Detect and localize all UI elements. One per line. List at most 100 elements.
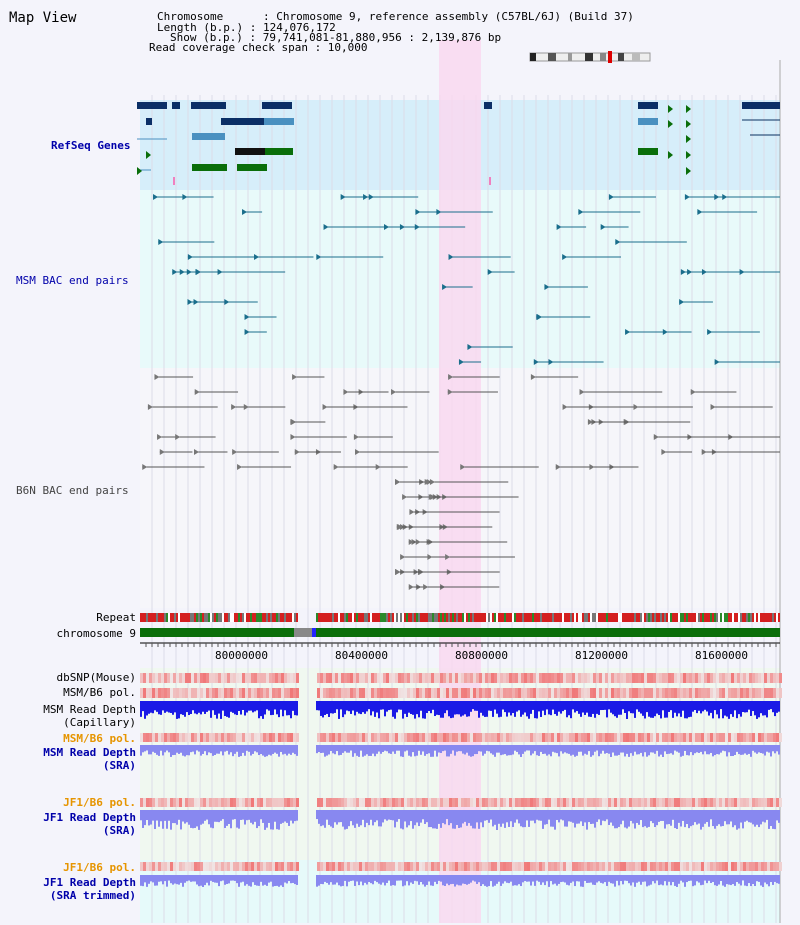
- polymorphism-cell: [266, 733, 269, 742]
- b6n-bac-label[interactable]: B6N BAC end pairs: [16, 484, 129, 497]
- msm-bac-end: [363, 194, 369, 200]
- polymorphism-cell: [230, 798, 233, 807]
- polymorphism-cell: [443, 733, 446, 742]
- depth-bar: [422, 701, 424, 719]
- polymorphism-cell: [146, 733, 149, 742]
- depth-bar: [714, 810, 716, 829]
- b6n-bac-end: [579, 389, 585, 395]
- polymorphism-cell: [242, 688, 245, 698]
- polymorphism-cell: [545, 798, 548, 807]
- depth-bar: [276, 745, 278, 754]
- polymorphism-cell: [752, 733, 755, 742]
- depth-bar: [644, 701, 646, 719]
- repeat-feature: [546, 613, 548, 622]
- polymorphism-cell: [767, 862, 770, 871]
- polymorphism-cell: [176, 862, 179, 871]
- polymorphism-cell: [158, 798, 161, 807]
- depth-bar: [774, 810, 776, 830]
- b6n-bac-end: [232, 449, 238, 455]
- repeat-feature: [686, 613, 688, 622]
- depth-bar: [462, 701, 464, 716]
- polymorphism-cell: [725, 673, 728, 683]
- depth-bar: [198, 745, 200, 752]
- repeat-feature: [722, 613, 724, 622]
- polymorphism-cell: [668, 673, 671, 683]
- polymorphism-cell: [560, 798, 563, 807]
- polymorphism-cell: [146, 862, 149, 871]
- depth-bar: [332, 875, 334, 885]
- polymorphism-cell: [722, 688, 725, 698]
- polymorphism-cell: [518, 862, 521, 871]
- depth-bar: [480, 875, 482, 887]
- depth-bar: [160, 875, 162, 882]
- depth-bar: [478, 810, 480, 829]
- depth-bar: [538, 745, 540, 756]
- depth-bar: [202, 810, 204, 824]
- polymorphism-cell: [464, 862, 467, 871]
- polymorphism-cell: [728, 733, 731, 742]
- polymorphism-cell: [479, 798, 482, 807]
- depth-bar: [604, 745, 606, 754]
- depth-bar: [250, 810, 252, 823]
- polymorphism-cell: [563, 673, 566, 683]
- depth-bar: [392, 810, 394, 821]
- polymorphism-cell: [725, 688, 728, 698]
- depth-bar: [710, 810, 712, 820]
- depth-bar: [364, 810, 366, 828]
- depth-bar: [172, 745, 174, 756]
- depth-bar: [142, 810, 144, 828]
- b6n-bac-end: [397, 524, 403, 530]
- polymorphism-cell: [215, 798, 218, 807]
- polymorphism-cell: [227, 798, 230, 807]
- polymorphism-cell: [179, 688, 182, 698]
- depth-bar: [226, 810, 228, 826]
- depth-bar: [216, 875, 218, 883]
- polymorphism-cell: [419, 733, 422, 742]
- polymorphism-cell: [431, 862, 434, 871]
- b6n-bac-end: [395, 479, 401, 485]
- depth-bar: [764, 701, 766, 716]
- msm-bac-end: [193, 299, 199, 305]
- depth-bar: [244, 875, 246, 886]
- polymorphism-cell: [380, 798, 383, 807]
- repeat-feature: [170, 613, 172, 622]
- depth-bar: [364, 875, 366, 883]
- repeat-feature: [206, 613, 208, 622]
- depth-bar: [626, 701, 628, 719]
- polymorphism-cell: [581, 862, 584, 871]
- polymorphism-cell: [611, 733, 614, 742]
- polymorphism-cell: [539, 673, 542, 683]
- depth-bar: [292, 875, 294, 883]
- depth-bar: [670, 875, 672, 886]
- polymorphism-cell: [506, 798, 509, 807]
- depth-bar: [612, 875, 614, 884]
- msm-bac-end: [625, 329, 631, 335]
- polymorphism-cell: [527, 733, 530, 742]
- polymorphism-cell: [527, 688, 530, 698]
- polymorphism-cell: [269, 862, 272, 871]
- repeat-feature: [382, 613, 384, 622]
- polymorphism-cell: [692, 798, 695, 807]
- polymorphism-cell: [182, 688, 185, 698]
- depth-bar: [754, 810, 756, 827]
- polymorphism-cell: [593, 862, 596, 871]
- refseq-arrow: [686, 167, 691, 175]
- depth-bar: [624, 875, 626, 881]
- repeat-feature: [264, 613, 266, 622]
- repeat-feature: [534, 613, 536, 622]
- polymorphism-cell: [386, 673, 389, 683]
- depth-bar: [552, 875, 554, 885]
- polymorphism-cell: [776, 688, 779, 698]
- depth-bar: [410, 810, 412, 822]
- depth-bar: [282, 810, 284, 823]
- repeat-feature: [510, 613, 512, 622]
- msm-bac-label[interactable]: MSM BAC end pairs: [16, 274, 129, 287]
- depth-bar: [564, 810, 566, 827]
- depth-bar: [674, 745, 676, 751]
- depth-bar: [464, 745, 466, 755]
- repeat-feature: [642, 613, 644, 622]
- refseq-genes-label[interactable]: RefSeq Genes: [51, 139, 131, 152]
- polymorphism-cell: [377, 733, 380, 742]
- b6n-bac-end: [147, 404, 153, 410]
